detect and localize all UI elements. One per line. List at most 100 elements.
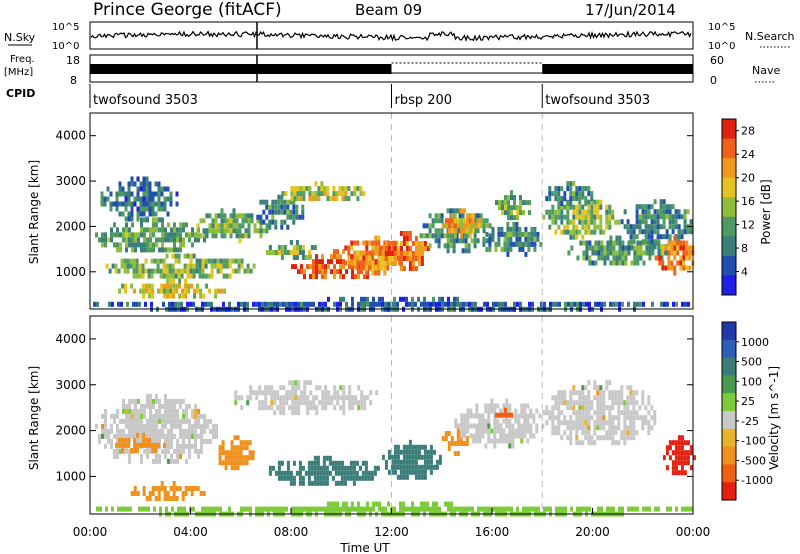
heatmap-cell [203, 413, 206, 419]
heatmap-cell [312, 269, 315, 275]
heatmap-cell [341, 196, 345, 202]
heatmap-cell [248, 440, 252, 446]
heatmap-cell [414, 444, 418, 450]
heatmap-cell [524, 236, 528, 242]
heatmap-cell [166, 186, 170, 192]
heatmap-cell [575, 435, 579, 441]
heatmap-cell [475, 433, 479, 439]
heatmap-cell [152, 403, 155, 409]
heatmap-cell [426, 506, 429, 512]
heatmap-cell [411, 261, 415, 266]
heatmap-cell [554, 425, 558, 431]
heatmap-cell [182, 438, 185, 444]
heatmap-cell [148, 496, 152, 501]
heatmap-cell [234, 390, 238, 396]
heatmap-cell [513, 200, 516, 206]
cpid-segment-label: twofsound 3503 [545, 93, 650, 108]
heatmap-cell [402, 236, 406, 241]
heatmap-cell [554, 191, 558, 197]
heatmap-cell [563, 390, 567, 396]
heatmap-cell [157, 181, 161, 187]
heatmap-cell [414, 474, 418, 480]
heatmap-cell [117, 268, 121, 274]
colorbar-tick-label: 4 [741, 266, 748, 279]
heatmap-cell [611, 405, 615, 411]
heatmap-cell [354, 264, 357, 270]
heatmap-cell [264, 506, 267, 512]
heatmap-cell [518, 241, 522, 247]
heatmap-cell [491, 226, 495, 232]
heatmap-cell [340, 470, 344, 476]
heatmap-cell [191, 423, 194, 429]
heatmap-cell [230, 440, 234, 446]
heatmap-cell [514, 433, 518, 439]
heatmap-cell [501, 210, 504, 216]
heatmap-cell [179, 453, 182, 459]
heatmap-cell [239, 445, 243, 451]
heatmap-cell [298, 245, 302, 250]
heatmap-cell [136, 176, 140, 182]
heatmap-cell [235, 213, 239, 219]
heatmap-cell [172, 293, 176, 299]
heatmap-cell [265, 228, 269, 234]
heatmap-cell [590, 209, 594, 215]
heatmap-cell [152, 413, 155, 419]
heatmap-cell [464, 233, 468, 239]
heatmap-cell [449, 243, 453, 249]
heatmap-cell [665, 214, 669, 220]
colorbar-swatch [722, 197, 736, 218]
heatmap-cell [468, 223, 472, 229]
heatmap-cell [169, 293, 173, 299]
heatmap-cell [662, 455, 666, 461]
heatmap-cell [167, 408, 170, 414]
heatmap-cell [341, 186, 345, 192]
heatmap-cell [453, 301, 456, 307]
heatmap-cell [590, 204, 594, 210]
heatmap-cell [133, 201, 137, 207]
heatmap-cell [218, 460, 222, 466]
heatmap-cell [617, 400, 621, 406]
heatmap-cell [354, 506, 357, 512]
heatmap-cell [645, 250, 649, 256]
heatmap-cell [461, 233, 465, 239]
heatmap-cell [131, 423, 134, 429]
heatmap-cell [150, 258, 154, 264]
heatmap-cell [509, 231, 513, 237]
heatmap-cell [158, 428, 161, 434]
heatmap-cell [420, 261, 424, 266]
nsky-tick-low: 10^0 [52, 41, 79, 52]
heatmap-cell [270, 506, 273, 512]
colorbar-swatch [722, 393, 736, 412]
heatmap-cell [587, 229, 591, 235]
heatmap-cell [131, 428, 134, 434]
heatmap-cell [295, 250, 299, 255]
colorbar-tick-label: 100 [741, 375, 762, 388]
heatmap-cell [297, 506, 300, 512]
heatmap-cell [276, 405, 280, 411]
heatmap-cell [217, 288, 221, 294]
heatmap-cell [399, 251, 403, 256]
heatmap-cell [506, 241, 510, 247]
heatmap-cell [597, 250, 601, 256]
heatmap-cell [197, 413, 200, 419]
heatmap-cell [204, 506, 207, 512]
heatmap-cell [506, 236, 510, 242]
heatmap-cell [270, 405, 274, 411]
freq-trace [90, 55, 693, 82]
heatmap-cell [267, 385, 271, 391]
heatmap-cell [411, 454, 415, 460]
heatmap-cell [327, 501, 330, 507]
heatmap-cell [587, 224, 591, 230]
heatmap-cell [535, 408, 539, 414]
heatmap-cell [644, 239, 648, 245]
heatmap-cell [362, 191, 366, 197]
heatmap-cell [172, 496, 176, 501]
heatmap-cell [316, 480, 320, 486]
heatmap-cell [587, 209, 591, 215]
heatmap-cell [429, 444, 433, 450]
heatmap-cell [286, 199, 290, 205]
heatmap-cell [197, 418, 200, 424]
heatmap-cell [128, 448, 131, 454]
heatmap-cell [533, 226, 537, 232]
heatmap-cell [534, 506, 537, 512]
